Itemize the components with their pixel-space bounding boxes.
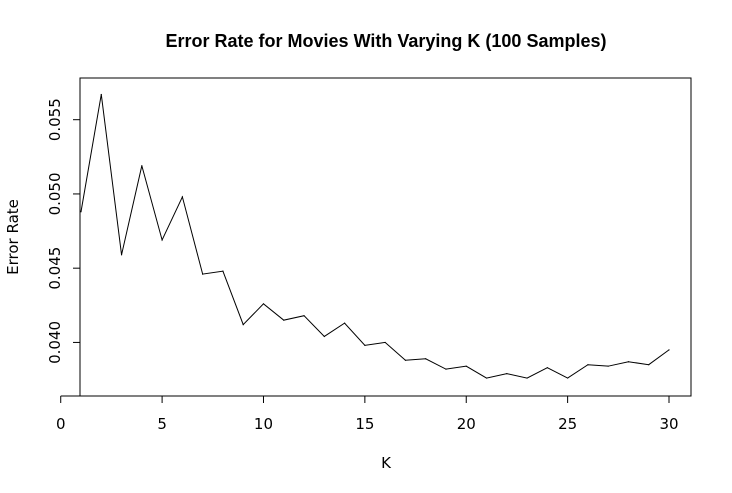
data-point: [100, 93, 102, 96]
series-line: [80, 94, 670, 379]
x-tick-label: 0: [56, 415, 66, 433]
y-tick-label: 0.055: [46, 98, 64, 141]
x-tick-label: 5: [157, 415, 167, 433]
y-tick-label: 0.045: [46, 247, 64, 290]
y-axis: 0.040 0.045 0.050 0.055: [46, 98, 81, 364]
data-point: [648, 364, 650, 366]
data-point: [303, 315, 305, 317]
data-point: [627, 361, 630, 363]
data-point: [607, 365, 609, 367]
data-point: [120, 254, 123, 256]
chart-title: Error Rate for Movies With Varying K (10…: [166, 31, 607, 51]
data-point: [384, 341, 386, 344]
data-point: [141, 165, 143, 167]
x-tick-label: 30: [659, 415, 678, 433]
data-point: [465, 365, 467, 367]
data-point: [485, 377, 488, 379]
x-tick-label: 25: [558, 415, 577, 433]
x-tick-label: 15: [355, 415, 374, 433]
x-axis-label: K: [381, 454, 392, 472]
data-point: [587, 364, 589, 366]
data-point: [668, 349, 670, 351]
data-point: [506, 373, 508, 375]
data-point: [181, 196, 183, 198]
x-tick-label: 20: [457, 415, 476, 433]
data-point: [343, 322, 346, 324]
data-point: [323, 335, 325, 338]
y-axis-label: Error Rate: [4, 199, 22, 275]
data-point: [222, 270, 224, 272]
y-tick-label: 0.050: [46, 172, 64, 215]
x-tick-label: 10: [254, 415, 273, 433]
data-point: [283, 319, 285, 321]
data-point: [546, 367, 548, 369]
x-axis: 0 5 10 15 20 25 30: [56, 395, 679, 433]
data-point: [567, 377, 569, 379]
data-point: [202, 273, 204, 275]
series-layer: [80, 93, 670, 379]
y-tick-label: 0.040: [46, 321, 64, 364]
data-point: [364, 344, 366, 346]
data-point: [404, 359, 407, 361]
data-point: [161, 239, 163, 241]
data-point: [80, 211, 82, 213]
data-point: [262, 303, 265, 305]
data-point: [445, 368, 447, 370]
data-point: [425, 358, 427, 360]
data-point: [526, 377, 528, 379]
data-point: [242, 324, 244, 326]
